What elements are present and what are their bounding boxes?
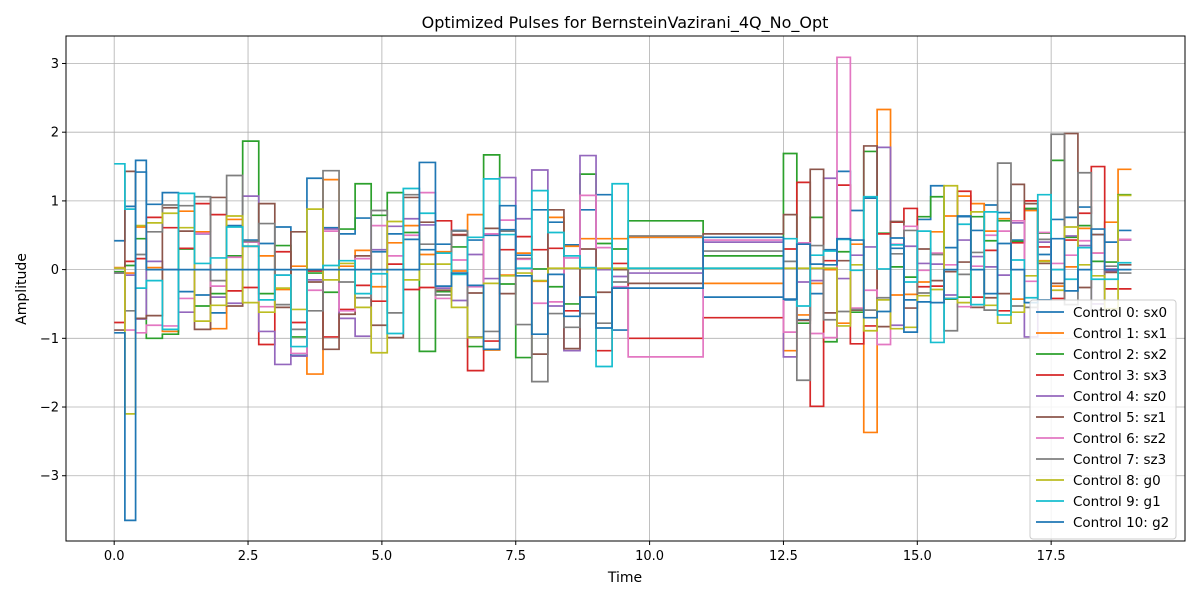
x-tick-label: 7.5	[505, 549, 526, 564]
y-tick-label: 1	[51, 194, 59, 209]
plot-frame	[65, 35, 1186, 542]
ticks: 0.0 2.5 5.0 7.5 10.0 12.5 15.0 17.5 −3 −2 −1 0 1 2 3	[40, 57, 1066, 564]
x-tick-label: 15.0	[903, 549, 932, 564]
y-tick-label: 3	[51, 57, 59, 72]
series-line-control-0	[114, 146, 1132, 357]
y-tick-label: −1	[40, 332, 59, 347]
legend-label: Control 8: g0	[1073, 473, 1161, 489]
x-tick-label: 2.5	[238, 549, 259, 564]
legend-label: Control 4: sz0	[1073, 389, 1166, 405]
series-line-control-5	[114, 132, 1132, 355]
series-line-control-9	[114, 162, 1132, 368]
legend-label: Control 6: sz2	[1073, 431, 1166, 447]
y-tick-label: 2	[51, 126, 59, 141]
series-line-control-6	[114, 56, 1132, 358]
legend-label: Control 10: g2	[1073, 515, 1169, 531]
series-line-control-2	[114, 140, 1132, 359]
legend-label: Control 9: g1	[1073, 494, 1161, 510]
series-line-control-1	[114, 108, 1132, 434]
legend-label: Control 7: sz3	[1073, 452, 1166, 468]
x-tick-label: 17.5	[1037, 549, 1066, 564]
legend-label: Control 5: sz1	[1073, 410, 1166, 426]
y-tick-label: 0	[51, 263, 59, 278]
y-tick-label: −2	[40, 401, 59, 416]
x-tick-label: 0.0	[104, 549, 125, 564]
series-line-control-8	[114, 184, 1132, 415]
legend: Control 0: sx0 Control 1: sx1 Control 2: s…	[1029, 299, 1177, 540]
legend-label: Control 1: sx1	[1073, 326, 1167, 342]
legend-label: Control 3: sx3	[1073, 368, 1167, 384]
x-tick-label: 12.5	[769, 549, 798, 564]
legend-box	[1029, 299, 1177, 540]
x-tick-label: 10.0	[635, 549, 664, 564]
x-tick-label: 5.0	[372, 549, 393, 564]
series-layer	[114, 56, 1132, 522]
series-line-control-7	[114, 133, 1132, 383]
y-axis-label: Amplitude	[14, 253, 30, 325]
legend-label: Control 0: sx0	[1073, 305, 1167, 321]
legend-label: Control 2: sx2	[1073, 347, 1167, 363]
series-line-control-10	[114, 159, 1132, 522]
x-axis-label: Time	[607, 570, 642, 586]
series-line-control-4	[114, 146, 1132, 366]
chart-title: Optimized Pulses for BernsteinVazirani_4…	[422, 13, 829, 33]
y-tick-label: −3	[40, 469, 59, 484]
